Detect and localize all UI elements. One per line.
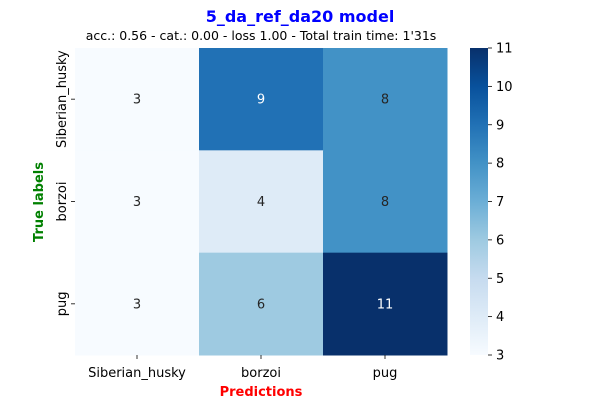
heatmap-cell [323,48,448,151]
heatmap-cell [323,252,448,356]
heatmap-cell [199,48,324,151]
colorbar-tick-label: 7 [496,195,504,210]
cell-value-label: 8 [381,195,389,210]
heatmap-cell [75,48,200,151]
chart-subtitle: acc.: 0.56 - cat.: 0.00 - loss 1.00 - To… [86,28,437,43]
x-tick-label: pug [373,366,398,381]
heatmap-cell [75,252,200,356]
x-tick-label: Siberian_husky [88,366,186,381]
heatmap-cell [75,150,200,254]
y-tick-label: Siberian_husky [55,50,70,148]
chart-title: 5_da_ref_da20 model [206,7,395,26]
colorbar-tick-label: 6 [496,233,504,248]
y-axis-label: True labels [32,162,47,242]
cell-value-label: 8 [381,93,389,108]
colorbar-tick-label: 10 [496,80,513,95]
cell-value-label: 11 [377,297,394,312]
heatmap-cell [199,252,324,356]
cell-value-label: 4 [257,195,265,210]
x-axis-label: Predictions [220,385,303,400]
colorbar-tick-label: 8 [496,157,504,172]
x-axis-ticks: Siberian_husky borzoi pug [88,355,397,381]
y-tick-label: borzoi [55,182,70,222]
cell-value-label: 3 [133,195,141,210]
colorbar-tick-label: 3 [496,349,504,364]
colorbar-tick-label: 5 [496,272,504,287]
cell-value-label: 9 [257,93,265,108]
colorbar-tick-label: 11 [496,42,513,57]
heatmap-cells: 3 9 8 3 4 8 3 6 11 [75,48,448,356]
cell-value-label: 3 [133,93,141,108]
heatmap-cell [323,150,448,254]
colorbar-tick-label: 4 [496,310,504,325]
y-tick-label: pug [55,291,70,316]
heatmap-cell [199,150,324,254]
colorbar [470,48,488,355]
cell-value-label: 6 [257,297,265,312]
cell-value-label: 3 [133,297,141,312]
x-tick-label: borzoi [241,366,281,381]
colorbar-tick-label: 9 [496,118,504,133]
colorbar-ticks: 3 4 5 6 7 8 9 10 11 [488,42,513,364]
